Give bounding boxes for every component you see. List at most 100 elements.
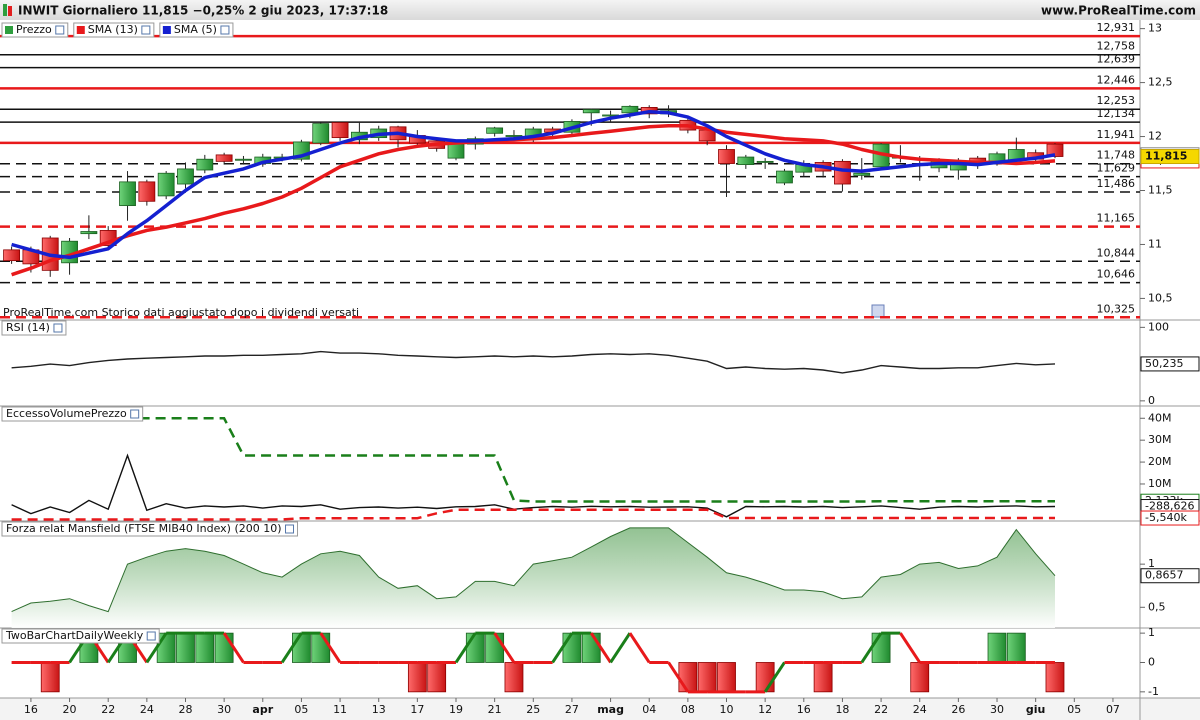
candle-body [119,181,136,207]
y-tick-label: 1 [1148,626,1155,639]
x-tick-label: 20 [63,703,77,716]
indicator-line [11,350,1056,374]
signal-line [860,632,883,664]
candle-body [834,160,851,185]
candle-body [3,249,20,262]
signal-bar [1006,632,1026,663]
level-label: 11,629 [1097,162,1136,175]
signal-bar [176,632,195,663]
level-label: 12,253 [1097,94,1136,107]
signal-bar [465,632,485,663]
candle-body [331,122,349,139]
panel-title-icon [285,524,295,534]
candle-body [718,149,735,164]
level-label: 11,165 [1097,212,1136,225]
level-label: 12,758 [1097,40,1136,53]
legend-entry-swatch [5,26,13,34]
legend-entry: Prezzo [16,23,52,36]
panel-title-box [1,320,67,336]
panel-title: TwoBarChartDailyWeekly [5,629,144,642]
candle-body [138,181,156,202]
signal-line [280,632,303,664]
y-tick-label: -1 [1148,685,1159,698]
signal-bar [678,662,698,693]
signal-bar [407,662,427,693]
panel-title-icon [130,409,140,419]
y-tick-label: 11 [1148,237,1162,250]
y-tick-label: 20M [1148,455,1172,468]
legend-entry-group: Prezzo [1,22,69,38]
panel-title-group: RSI (14) [1,320,67,336]
value-marker: -288,626 [1145,500,1194,513]
y-tick-label: 13 [1148,22,1162,35]
signal-bar [427,662,447,693]
x-tick-label: 21 [488,703,502,716]
signal-bar [292,632,311,663]
level-label: 10,325 [1097,302,1136,315]
candle-body [486,127,504,134]
y-tick-label: 12,5 [1148,76,1173,89]
x-tick-label: 25 [526,703,540,716]
panel-title-box [1,406,144,422]
legend-entry-icon [55,25,65,35]
x-tick-label: 26 [951,703,965,716]
x-tick-label: 18 [835,703,849,716]
signal-bar [562,632,582,663]
candle-body [621,105,639,114]
x-tick-label: apr [252,703,273,716]
x-tick-label: 16 [24,703,38,716]
signal-bar [987,632,1007,663]
x-tick-label: 17 [410,703,424,716]
x-tick-label: 19 [449,703,463,716]
y-tick-label: 30M [1148,433,1172,446]
x-tick-label: 24 [913,703,927,716]
candle-body [505,135,523,137]
panel-title: RSI (14) [6,321,50,334]
signal-line [454,632,477,664]
value-marker: 0,8657 [1145,569,1184,582]
x-tick-label: 10 [720,703,734,716]
signal-bar [717,662,736,693]
x-tick-label: 08 [681,703,695,716]
signal-line [222,632,245,664]
value-marker-box [1140,149,1200,165]
signal-line [145,632,168,664]
y-tick-label: 1 [1148,557,1155,570]
x-tick-label: 22 [101,703,115,716]
legend-entry-box [1,22,69,38]
candle-body [235,158,252,161]
signal-line [763,661,786,693]
candle-body [215,154,233,162]
indicator-area [11,527,1055,628]
header-icon [8,6,12,16]
candle-body [312,123,330,144]
indicator-line [11,527,1056,613]
legend-entry-icon [141,25,151,35]
signal-line [319,632,342,664]
x-tick-label: 12 [758,703,772,716]
y-tick-label: 0,5 [1148,600,1166,613]
signal-line [628,632,651,664]
chart-note: ProRealTime.com Storico dati aggiustato … [3,306,359,319]
value-marker: -5,540k [1145,511,1187,524]
signal-bar [581,632,601,663]
level-label: 10,646 [1097,268,1136,281]
y-tick-label: 0 [1148,655,1155,668]
x-tick-label: 24 [140,703,154,716]
x-tick-label: 16 [797,703,811,716]
candle-body [756,160,774,163]
x-tick-label: 11 [333,703,347,716]
indicator-line [11,453,1056,518]
signal-line [551,632,574,664]
x-tick-label: 13 [372,703,386,716]
dividend-icon[interactable] [871,304,885,318]
candle-body [776,170,793,184]
level-label: 11,941 [1097,128,1136,141]
signal-line [590,632,612,664]
value-marker-box [1140,356,1200,372]
indicator-line [11,417,1055,503]
x-tick-label: 30 [217,703,231,716]
candle-body [196,158,214,171]
y-tick-label: 100 [1148,320,1169,333]
signal-line [493,632,516,664]
